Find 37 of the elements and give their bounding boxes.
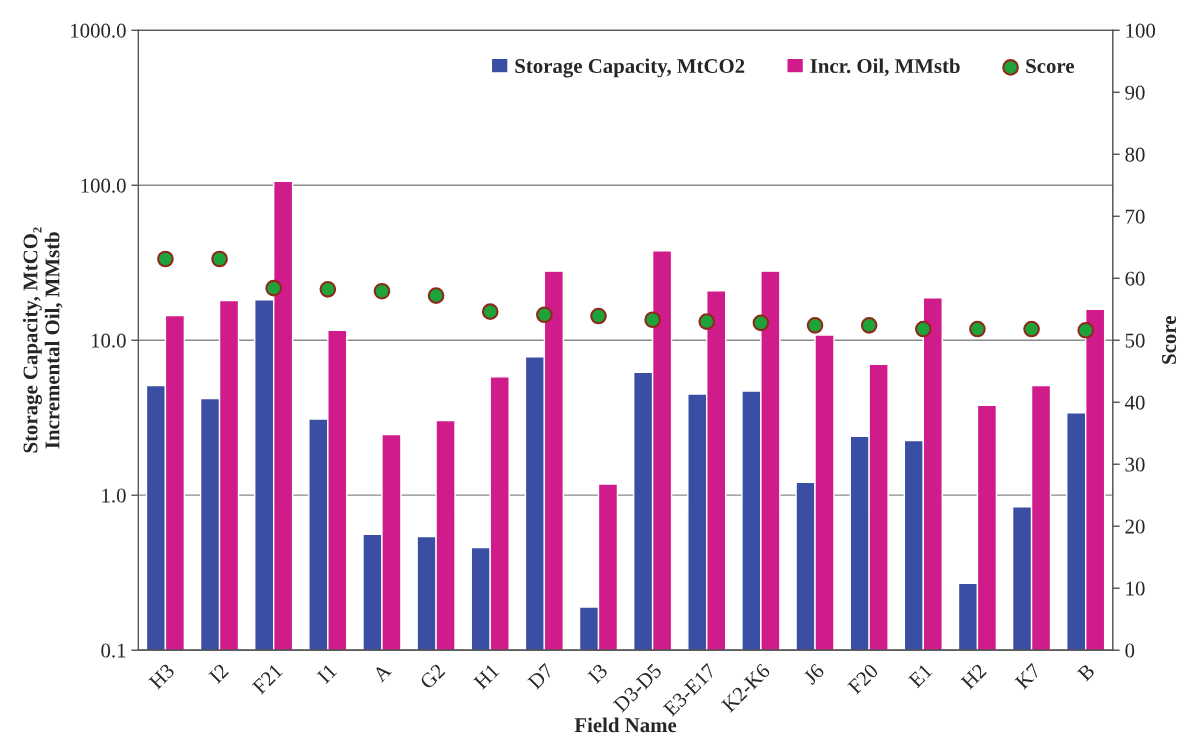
x-tick-label: K7 <box>1014 662 1042 690</box>
x-tick-label: E1 <box>907 663 933 689</box>
y-tick-label: 10.0 <box>91 333 126 348</box>
legend-label: Score <box>1026 59 1074 74</box>
y2-tick-label: 30 <box>1125 457 1145 472</box>
x-tick-label: I3 <box>587 663 609 685</box>
y2-tick-label: 10 <box>1126 581 1145 596</box>
y2-tick-label: 80 <box>1125 147 1145 162</box>
y2-tick-label: 90 <box>1125 85 1145 100</box>
y2-tick-label: 50 <box>1125 333 1145 348</box>
x-tick-label: J6 <box>802 662 825 686</box>
y2-tick-label: 20 <box>1125 519 1145 534</box>
x-tick-label: I2 <box>208 663 229 684</box>
y2-axis-title: Score <box>1162 316 1177 364</box>
x-tick-label: F21 <box>251 663 284 695</box>
y2-tick-label: 70 <box>1125 209 1145 224</box>
x-axis-title: Field Name <box>574 717 677 733</box>
y-tick-label: 100.0 <box>81 178 126 193</box>
legend-label: Storage Capacity, MtCO2 <box>515 58 745 78</box>
x-tick-label: G2 <box>419 663 446 690</box>
x-tick-label: H1 <box>473 663 500 690</box>
y2-tick-label: 0 <box>1125 643 1135 658</box>
x-tick-label: I1 <box>316 663 338 684</box>
x-tick-label: B <box>1076 663 1096 682</box>
y-tick-label: 0.1 <box>101 643 126 658</box>
y-axis-title: Storage Capacity, MtCO₂ Incremental Oil, MMstb <box>22 227 63 453</box>
x-tick-label: F20 <box>847 662 879 695</box>
y2-tick-label: 60 <box>1125 271 1145 286</box>
y2-tick-label: 40 <box>1124 395 1145 410</box>
x-tick-label: H3 <box>148 663 176 690</box>
legend-label: Incr. Oil, MMstb <box>810 58 960 77</box>
x-tick-label: A <box>371 662 393 683</box>
y-tick-label: 1.0 <box>102 488 126 503</box>
x-tick-label: D7 <box>527 662 555 690</box>
y-tick-label: 1000.0 <box>71 23 126 38</box>
y2-tick-label: 100 <box>1126 23 1156 38</box>
x-tick-label: H2 <box>960 663 987 690</box>
